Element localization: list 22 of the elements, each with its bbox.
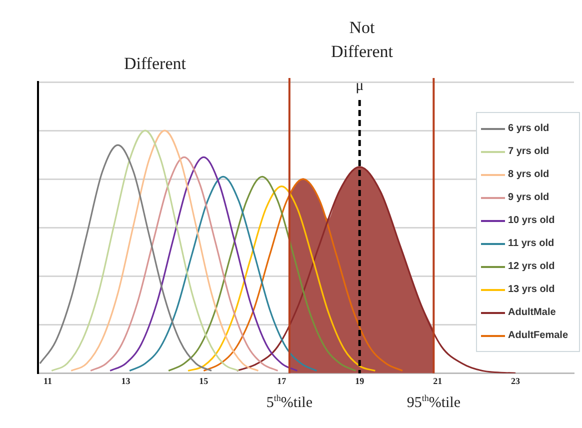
ref-line-label: μ — [356, 78, 364, 95]
legend-label: 12 yrs old — [508, 261, 555, 272]
x-tick-label: 13 — [121, 376, 131, 386]
ref-line-label: 95$^{th}$%tile — [406, 393, 460, 412]
x-tick-label: 11 — [43, 376, 52, 386]
ref-line-label: 5$^{th}$%tile — [266, 393, 313, 412]
legend-label: 9 yrs old — [508, 192, 550, 203]
legend-label: 6 yrs old — [508, 123, 550, 134]
text: Different — [123, 53, 187, 75]
x-tick-label: 15 — [199, 376, 209, 386]
legend-label: 13 yrs old — [508, 284, 555, 295]
x-tick-label: 21 — [433, 376, 443, 386]
x-tick-label: 17 — [277, 376, 287, 386]
text: Not Different — [330, 17, 394, 63]
legend-label: 8 yrs old — [508, 169, 550, 180]
legend-label: AdultMale — [508, 307, 556, 318]
legend-label: AdultFemale — [508, 330, 568, 341]
legend-label: 11 yrs old — [508, 238, 554, 249]
legend-label: 7 yrs old — [508, 146, 550, 157]
legend-label: 10 yrs old — [508, 215, 555, 226]
x-tick-label: 19 — [355, 376, 365, 386]
x-tick-label: 23 — [511, 376, 521, 386]
